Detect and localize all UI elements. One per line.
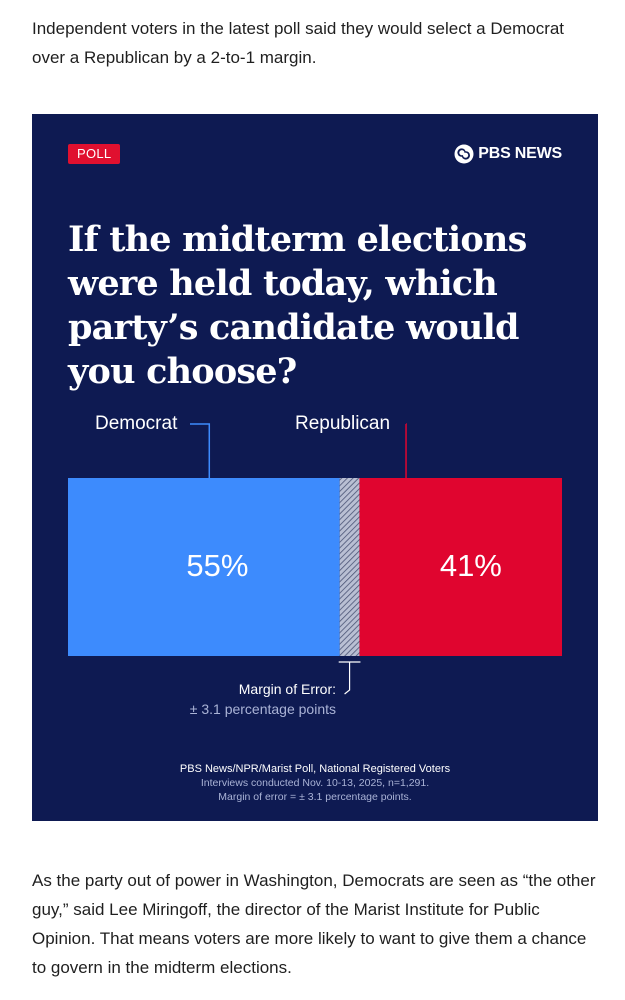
poll-badge: POLL (68, 144, 121, 164)
followup-paragraph: As the party out of power in Washington,… (32, 871, 596, 977)
source-line: PBS News/NPR/Marist Poll, National Regis… (179, 763, 451, 775)
pbs-news-logo: PBS NEWS (454, 144, 562, 164)
interview-dates-line: Interviews conducted Nov. 10-13, 2025, n… (200, 777, 430, 789)
bar-label-democrat: 55% (186, 548, 248, 583)
margin-of-error-value: ± 3.1 percentage points (189, 701, 336, 717)
margin-of-error-bracket (338, 661, 361, 695)
poll-graphic: POLL PBS NEWS If the midterm elections w… (32, 114, 598, 821)
margin-of-error-title: Margin of Error: (238, 681, 336, 697)
bar-label-republican: 41% (440, 548, 502, 583)
brand-name: PBS NEWS (478, 145, 562, 162)
margin-of-error-note: Margin of error = ± 3.1 percentage point… (218, 791, 412, 803)
margin-of-error-band (339, 478, 360, 656)
bar-republican (359, 478, 562, 656)
legend-label-democrat: Democrat (95, 413, 178, 434)
bar-democrat (68, 478, 340, 656)
pbs-head-icon (454, 144, 474, 164)
intro-paragraph: Independent voters in the latest poll sa… (32, 19, 565, 67)
stacked-bar-chart: 55% 41% (68, 423, 562, 695)
chart-title: If the midterm elections were held today… (68, 219, 527, 392)
legend-label-republican: Republican (295, 413, 391, 434)
democrat-leader-line (190, 423, 211, 478)
